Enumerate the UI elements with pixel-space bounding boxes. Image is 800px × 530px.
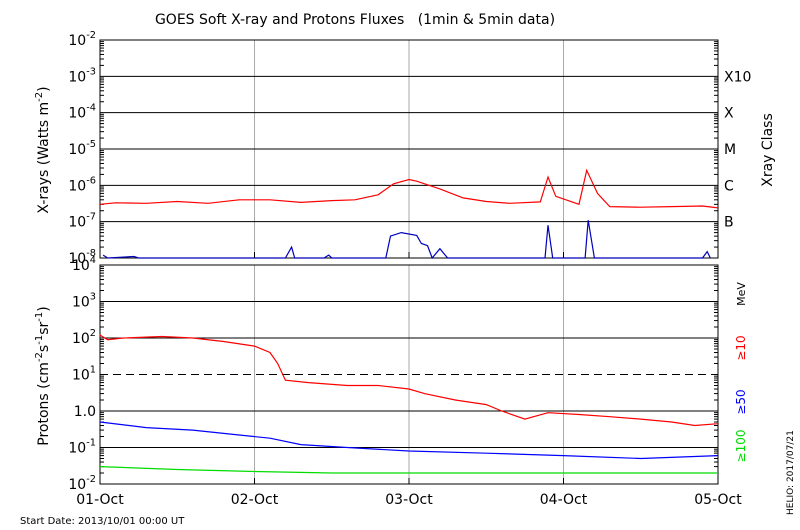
proton-ytick-label: 104 [72, 255, 96, 274]
x-axis: 01-Oct 02-Oct 03-Oct 04-Oct 05-Oct [76, 252, 742, 508]
xray-ytick-label: 10-5 [68, 139, 96, 158]
xray-class-label: X [724, 106, 734, 122]
xray-ytick-label: 10-4 [68, 103, 96, 122]
xray-class-axis-title: Xray Class [760, 113, 776, 187]
proton-legend-0: ≥100 [734, 430, 748, 463]
footer-start-date: Start Date: 2013/10/01 00:00 UT [20, 516, 185, 527]
xray-series-line-1 [102, 220, 711, 260]
xray-axis-title: X-rays (Watts m-2) [34, 86, 52, 213]
xray-ytick-label: 10-3 [68, 66, 96, 85]
x-tick-label: 05-Oct [694, 492, 742, 508]
x-tick-label: 03-Oct [385, 492, 433, 508]
proton-ytick-label: 103 [72, 292, 96, 311]
proton-series-line-2 [99, 334, 719, 427]
x-tick-label: 02-Oct [231, 492, 279, 508]
proton-legend-2: ≥10 [734, 335, 748, 360]
xray-class-label: M [724, 142, 736, 158]
proton-unit-label: MeV [735, 282, 748, 306]
proton-ytick-label: 1.0 [74, 404, 96, 420]
chart-title: GOES Soft X-ray and Protons Fluxes (1min… [155, 12, 555, 28]
xray-ytick-label: 10-7 [68, 212, 96, 231]
xray-class-label: B [724, 215, 734, 231]
x-tick-label: 04-Oct [540, 492, 588, 508]
xray-panel: 10-8 10-7 10-6 10-5 10-4 10-3 10-2 B C M X X10 Xray … [34, 30, 776, 267]
xray-ytick-label: 10-6 [68, 175, 96, 194]
proton-legend-1: ≥50 [734, 389, 748, 414]
proton-series-line-0 [99, 466, 718, 474]
proton-ytick-label: 101 [72, 365, 96, 384]
xray-class-label: C [724, 178, 734, 194]
proton-ytick-label: 10-1 [68, 438, 96, 457]
proton-ytick-label: 10-2 [68, 474, 96, 493]
footer-helio-date: HELIO: 2017/07/21 [786, 430, 796, 515]
x-tick-label: 01-Oct [76, 492, 124, 508]
xray-class-label: X10 [724, 69, 751, 85]
proton-panel: 10-2 10-1 1.0 101 102 103 104 Protons (cm-2s-1s… [34, 255, 748, 493]
proton-axis-title: Protons (cm-2s-1sr-1) [34, 306, 52, 445]
xray-ytick-label: 10-8 [68, 248, 96, 267]
xray-ytick-label: 10-2 [68, 30, 96, 49]
proton-series-line-1 [99, 421, 719, 460]
proton-ytick-label: 102 [72, 328, 96, 347]
xray-series-line-0 [99, 168, 719, 209]
